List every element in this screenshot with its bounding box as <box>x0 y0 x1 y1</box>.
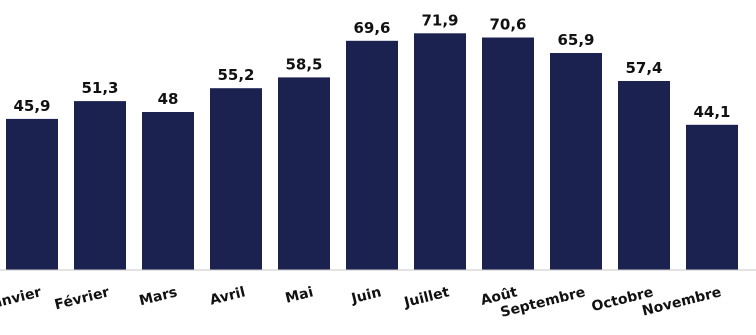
value-label-novembre: 44,1 <box>693 103 730 121</box>
value-label-avril: 55,2 <box>217 66 254 84</box>
value-labels-group: 45,9 51,3 48 55,2 58,5 69,6 71,9 70,6 65,9 57,4 44… <box>13 11 730 121</box>
bar-avril <box>210 88 262 270</box>
category-label-avril: Avril <box>208 284 247 308</box>
bar-juin <box>346 40 398 270</box>
value-label-juillet: 71,9 <box>421 11 458 29</box>
bar-septembre <box>550 53 602 270</box>
bar-février <box>74 101 126 270</box>
category-label-mai: Mai <box>284 284 315 306</box>
category-label-juin: Juin <box>349 284 383 307</box>
category-label-février: Février <box>53 284 111 313</box>
bar-mai <box>278 77 330 271</box>
category-label-mars: Mars <box>138 284 179 309</box>
bar-juillet <box>414 33 466 270</box>
value-label-octobre: 57,4 <box>625 59 662 77</box>
value-label-mai: 58,5 <box>285 55 322 73</box>
category-label-juillet: Juillet <box>402 284 452 311</box>
bar-mars <box>142 112 194 270</box>
value-label-septembre: 65,9 <box>557 31 594 49</box>
value-label-février: 51,3 <box>81 79 118 97</box>
bar-août <box>482 37 534 270</box>
category-label-novembre: Novembre <box>641 284 723 319</box>
value-label-mars: 48 <box>158 90 179 108</box>
value-label-janvier: 45,9 <box>13 97 50 115</box>
value-label-juin: 69,6 <box>353 19 390 37</box>
category-labels-group: Janvier Février Mars Avril Mai Juin Juillet Aoû… <box>0 284 723 321</box>
category-label-janvier: Janvier <box>0 284 43 313</box>
bar-novembre <box>686 124 738 270</box>
bars-group <box>6 33 738 271</box>
value-label-août: 70,6 <box>489 16 526 34</box>
bar-octobre <box>618 81 670 270</box>
bar-janvier <box>6 118 58 271</box>
